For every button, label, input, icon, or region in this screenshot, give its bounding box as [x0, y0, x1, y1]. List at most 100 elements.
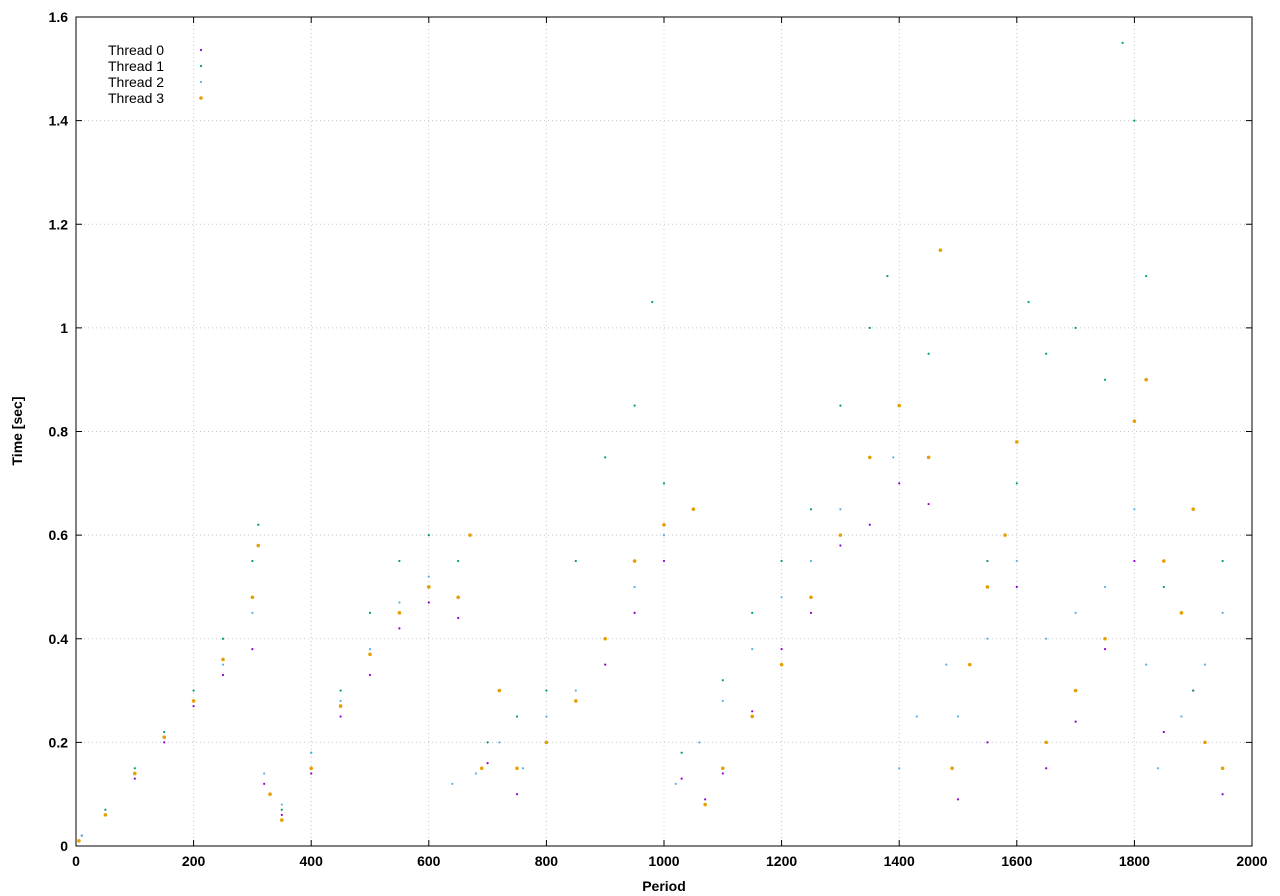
y-tick-label: 0.2 — [49, 734, 69, 750]
data-point — [257, 523, 260, 526]
data-point — [1191, 507, 1195, 512]
data-point — [1180, 715, 1183, 718]
data-point — [897, 403, 901, 408]
data-point — [251, 648, 254, 651]
data-point — [1221, 611, 1224, 614]
data-point — [886, 274, 889, 278]
data-point — [192, 689, 195, 692]
data-point — [133, 771, 137, 776]
data-point — [574, 699, 578, 703]
data-point — [1103, 585, 1107, 589]
data-point — [1156, 767, 1160, 770]
y-tick-label: 1.6 — [49, 9, 69, 25]
data-point — [191, 699, 196, 703]
series-2 — [80, 456, 1224, 837]
data-point — [263, 772, 266, 775]
data-point — [1045, 767, 1048, 770]
data-point — [956, 715, 960, 718]
data-point — [779, 662, 784, 667]
data-point — [945, 663, 948, 666]
x-tick-label: 1200 — [766, 853, 797, 869]
data-point — [780, 559, 783, 563]
x-axis-title: Period — [642, 878, 686, 894]
legend-label: Thread 2 — [108, 74, 164, 90]
data-point — [1144, 377, 1148, 382]
data-point — [1162, 585, 1165, 589]
data-point — [398, 627, 401, 630]
data-point — [1045, 637, 1048, 640]
data-point — [479, 766, 484, 771]
data-point — [1145, 274, 1148, 278]
x-tick-label: 1600 — [1001, 853, 1032, 869]
data-point — [1162, 559, 1166, 563]
data-point — [1027, 300, 1030, 304]
data-point — [839, 404, 842, 407]
data-point — [1220, 766, 1225, 771]
data-point — [77, 839, 81, 843]
data-point — [1121, 41, 1124, 45]
data-point — [280, 803, 283, 806]
data-point — [133, 767, 136, 770]
data-point — [1145, 663, 1148, 666]
data-point — [691, 507, 696, 512]
data-point — [868, 326, 871, 329]
data-point — [221, 673, 225, 677]
data-point — [868, 523, 871, 526]
data-point — [497, 688, 502, 693]
data-point — [704, 798, 707, 801]
data-point — [927, 352, 930, 355]
data-point — [221, 637, 225, 640]
data-point — [1044, 740, 1048, 745]
y-tick-label: 1 — [60, 320, 68, 336]
data-point — [574, 689, 577, 692]
data-point — [1045, 352, 1048, 355]
data-point — [721, 766, 725, 771]
ticks-layer — [75, 16, 1253, 847]
data-point — [339, 715, 342, 718]
data-point — [221, 663, 225, 666]
data-point — [163, 741, 166, 744]
x-tick-label: 1800 — [1119, 853, 1150, 869]
y-tick-label: 0.6 — [49, 527, 69, 543]
data-point — [427, 601, 430, 604]
data-point — [632, 559, 637, 563]
data-point — [515, 715, 519, 718]
data-point — [1015, 440, 1019, 444]
data-point — [251, 559, 254, 563]
data-point — [268, 792, 272, 796]
data-point — [486, 762, 489, 765]
data-point — [457, 616, 460, 620]
x-tick-label: 1000 — [648, 853, 679, 869]
x-tick-label: 400 — [300, 853, 324, 869]
data-point — [780, 596, 783, 599]
data-point — [604, 663, 607, 666]
data-point — [633, 404, 636, 407]
data-point — [651, 300, 654, 304]
data-point — [985, 585, 990, 589]
data-point — [956, 798, 960, 801]
data-point — [751, 710, 754, 713]
data-point — [263, 782, 266, 785]
data-point — [926, 455, 931, 460]
data-point — [1132, 419, 1137, 423]
y-tick-label: 1.4 — [49, 113, 69, 129]
data-point — [280, 818, 284, 822]
data-point — [368, 648, 372, 651]
data-point — [451, 782, 454, 785]
data-point — [1103, 648, 1107, 651]
y-tick-label: 0 — [60, 838, 68, 854]
data-point — [662, 534, 666, 537]
x-tick-labels: 0 200 400 600 800 1000 1200 1400 1600 1800 2000 — [72, 853, 1268, 869]
data-point — [751, 611, 754, 614]
data-point — [104, 808, 107, 811]
data-point — [368, 652, 372, 657]
data-point — [368, 673, 372, 677]
legend-marker — [199, 64, 203, 68]
data-point — [368, 611, 372, 614]
data-point — [545, 689, 548, 692]
data-point — [633, 611, 636, 614]
data-point — [162, 735, 166, 739]
legend-marker — [199, 96, 203, 100]
data-point — [280, 813, 283, 817]
